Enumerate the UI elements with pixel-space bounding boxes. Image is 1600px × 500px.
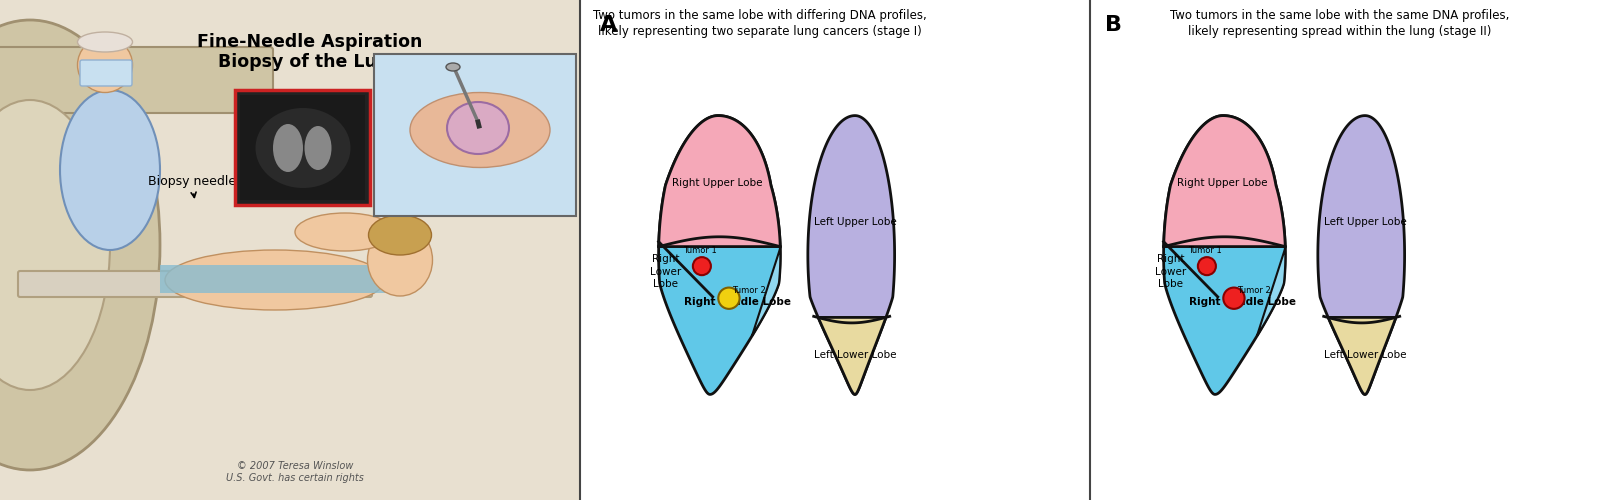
Text: likely representing two separate lung cancers (stage I): likely representing two separate lung ca… [598,26,922,38]
Text: Tumor 1: Tumor 1 [683,246,717,254]
Polygon shape [818,318,886,394]
Ellipse shape [165,250,386,310]
Text: Biopsy of the Lung: Biopsy of the Lung [218,53,402,71]
Ellipse shape [368,215,432,255]
Ellipse shape [274,124,302,172]
Ellipse shape [410,92,550,168]
FancyBboxPatch shape [235,90,370,205]
Text: Two tumors in the same lobe with the same DNA profiles,: Two tumors in the same lobe with the sam… [1170,10,1510,22]
Text: likely representing spread within the lung (stage II): likely representing spread within the lu… [1189,26,1491,38]
Ellipse shape [368,224,432,296]
Text: Two tumors in the same lobe with differing DNA profiles,: Two tumors in the same lobe with differi… [594,10,926,22]
Polygon shape [1163,116,1285,246]
FancyBboxPatch shape [80,60,131,86]
Polygon shape [160,265,390,293]
Text: Biopsy
needle: Biopsy needle [526,56,568,84]
Text: Tumor 1: Tumor 1 [1189,246,1222,254]
Text: Right Middle Lobe: Right Middle Lobe [1189,298,1296,308]
FancyBboxPatch shape [0,0,579,500]
Text: B: B [1106,15,1122,35]
Polygon shape [659,116,781,394]
Text: Tumor 2: Tumor 2 [1237,286,1270,295]
Ellipse shape [446,63,461,71]
Text: Biopsy needle: Biopsy needle [147,176,237,198]
Text: A: A [600,15,618,35]
Polygon shape [659,116,781,246]
Ellipse shape [77,32,133,52]
FancyBboxPatch shape [374,54,576,216]
Ellipse shape [77,38,133,92]
Text: Cancer: Cancer [408,134,458,156]
Polygon shape [1328,318,1395,394]
Text: Right Upper Lobe: Right Upper Lobe [672,178,762,188]
Ellipse shape [446,102,509,154]
Text: Fine-Needle Aspiration: Fine-Needle Aspiration [197,33,422,51]
Ellipse shape [61,90,160,250]
Polygon shape [1318,116,1405,394]
FancyBboxPatch shape [240,95,365,200]
Text: Left Upper Lobe: Left Upper Lobe [1323,216,1406,226]
Circle shape [1198,257,1216,275]
FancyBboxPatch shape [0,47,274,113]
Polygon shape [1163,116,1285,394]
FancyBboxPatch shape [18,271,371,297]
Text: Right Middle Lobe: Right Middle Lobe [683,298,790,308]
Ellipse shape [256,108,350,188]
Text: Right
Lower
Lobe: Right Lower Lobe [650,254,682,289]
Text: Right Upper Lobe: Right Upper Lobe [1176,178,1267,188]
Ellipse shape [304,126,331,170]
Ellipse shape [0,20,160,470]
Polygon shape [1258,248,1285,336]
Ellipse shape [294,213,395,251]
Text: © 2007 Teresa Winslow
U.S. Govt. has certain rights: © 2007 Teresa Winslow U.S. Govt. has cer… [226,461,363,483]
Text: Left Upper Lobe: Left Upper Lobe [814,216,896,226]
Text: Left Lower Lobe: Left Lower Lobe [1323,350,1406,360]
Polygon shape [808,116,894,394]
Text: Left Lower Lobe: Left Lower Lobe [814,350,896,360]
Circle shape [1224,288,1245,309]
Circle shape [693,257,710,275]
Text: Tumor 2: Tumor 2 [731,286,766,295]
Polygon shape [752,248,781,336]
Circle shape [718,288,739,309]
Ellipse shape [0,100,110,390]
Text: Right
Lower
Lobe: Right Lower Lobe [1155,254,1186,289]
